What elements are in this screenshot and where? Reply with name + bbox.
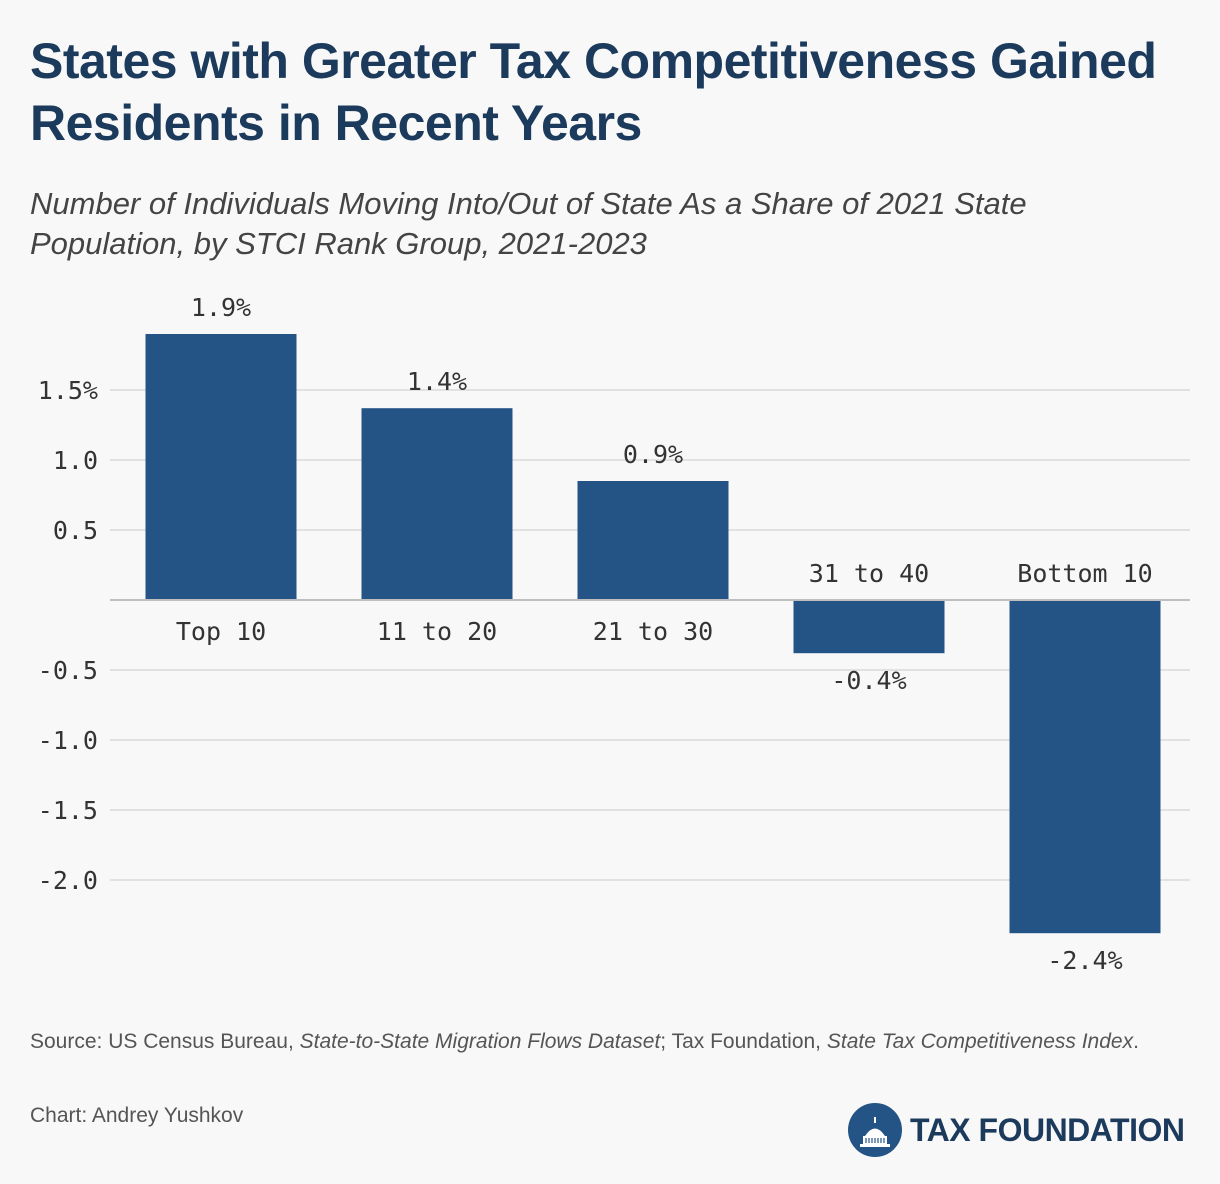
category-label: 31 to 40 — [809, 559, 929, 588]
category-label: Bottom 10 — [1017, 559, 1152, 588]
data-label: -0.4% — [831, 666, 906, 695]
bar-chart: 1.5% 1.0 0.5 -0.5 -1.0 -1.5 -2.0 1.9% Top 10 1.4%… — [38, 293, 1190, 975]
y-tick-label: 1.0 — [53, 446, 98, 475]
y-tick-label: -2.0 — [38, 866, 98, 895]
chart-credit: Chart: Andrey Yushkov — [30, 1104, 244, 1127]
y-tick-label: -1.5 — [38, 796, 98, 825]
chart-subtitle: Number of Individuals Moving Into/Out of… — [30, 186, 1027, 261]
source-dataset: State-to-State Migration Flows Dataset — [299, 1030, 661, 1053]
chart-title: States with Greater Tax Competitiveness … — [30, 33, 1157, 151]
logo-text: TAX FOUNDATION — [910, 1111, 1185, 1148]
bar — [793, 600, 945, 654]
bar — [361, 408, 513, 600]
y-tick-label: -0.5 — [38, 656, 98, 685]
source-note: Source: US Census Bureau, State-to-State… — [30, 1028, 1195, 1056]
source-index: State Tax Competitiveness Index — [826, 1030, 1134, 1053]
category-label: Top 10 — [176, 617, 266, 646]
y-tick-label: 1.5% — [38, 376, 98, 405]
category-label: 21 to 30 — [593, 617, 713, 646]
data-label: 1.4% — [407, 367, 467, 396]
capitol-dome-icon — [848, 1103, 902, 1157]
bar — [577, 481, 729, 600]
tax-foundation-logo[interactable]: TAX FOUNDATION — [848, 1100, 1185, 1160]
source-suffix: . — [1133, 1030, 1139, 1053]
y-tick-label: 0.5 — [53, 516, 98, 545]
data-label: 1.9% — [191, 293, 251, 322]
bar — [145, 334, 297, 600]
bar — [1009, 600, 1161, 934]
category-label: 11 to 20 — [377, 617, 497, 646]
source-prefix: Source: US Census Bureau, — [30, 1030, 300, 1053]
source-middle: ; Tax Foundation, — [660, 1030, 827, 1053]
data-label: 0.9% — [623, 440, 683, 469]
y-tick-label: -1.0 — [38, 726, 98, 755]
data-label: -2.4% — [1047, 946, 1122, 975]
